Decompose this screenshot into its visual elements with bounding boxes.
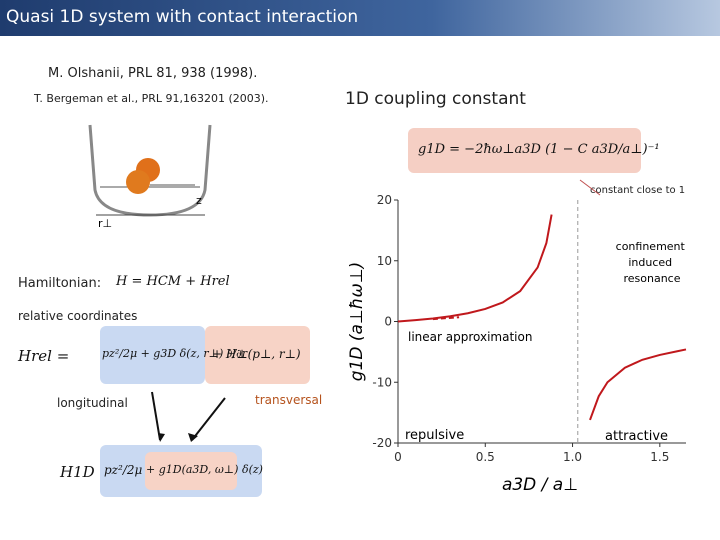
annotation: confinement induced resonance <box>616 240 689 285</box>
formula: H = HCM + Hrel <box>116 274 230 289</box>
heading: 1D coupling constant <box>345 89 526 109</box>
line <box>432 316 460 321</box>
label: transversal <box>255 393 323 407</box>
line <box>397 214 553 323</box>
y-axis-label: g1D (a⊥ħω⊥) <box>347 262 367 381</box>
y-tick-label: 0 <box>384 315 392 329</box>
y-tick-label: -20 <box>372 436 392 450</box>
formula-box <box>145 452 237 490</box>
label: z <box>196 194 202 207</box>
label: Hamiltonian: <box>18 276 102 291</box>
y-tick-label: 20 <box>377 193 392 207</box>
annotation: attractive <box>605 429 668 444</box>
label: r⊥ <box>98 217 112 230</box>
formula: Hrel = <box>18 347 70 365</box>
formula: pz²/2μ <box>104 463 143 477</box>
annotation: linear approximation <box>408 330 532 344</box>
line <box>589 348 687 421</box>
x-tick-label: 1.0 <box>563 450 582 464</box>
label: relative coordinates <box>18 309 138 323</box>
reference: M. Olshanii, PRL 81, 938 (1998). <box>48 66 258 81</box>
formula: + H⊥(p⊥, r⊥) <box>212 347 301 361</box>
x-tick-label: 0.5 <box>476 450 495 464</box>
y-tick-label: 10 <box>377 254 392 268</box>
particle <box>126 170 150 194</box>
formula: H1D = <box>60 463 112 481</box>
formula-box <box>100 326 205 384</box>
x-tick-label: 0 <box>394 450 402 464</box>
title-bar <box>0 0 720 36</box>
reference: T. Bergeman et al., PRL 91,163201 (2003)… <box>34 92 269 105</box>
y-tick-label: -10 <box>372 375 392 389</box>
annotation: repulsive <box>405 428 464 443</box>
formula-box <box>205 326 310 384</box>
arrow-head <box>158 433 165 442</box>
x-axis-label: a3D / a⊥ <box>502 475 578 495</box>
arrow-head <box>188 433 198 442</box>
title: Quasi 1D system with contact interaction <box>6 7 359 27</box>
pointer <box>579 179 601 196</box>
formula: + g1D(a3D, ω⊥) δ(z) <box>146 463 263 476</box>
arrow <box>191 397 226 441</box>
note: constant close to 1 <box>590 185 686 196</box>
formula-box <box>408 128 641 173</box>
formula: g1D = −2ħω⊥a3D (1 − C a3D/a⊥)⁻¹ <box>418 142 660 157</box>
arrow <box>151 391 161 441</box>
label: longitudinal <box>57 396 128 410</box>
x-tick-label: 1.5 <box>650 450 669 464</box>
formula: pz²/2μ + g3D δ(z, r⊥) ∂/∂r <box>102 347 248 360</box>
